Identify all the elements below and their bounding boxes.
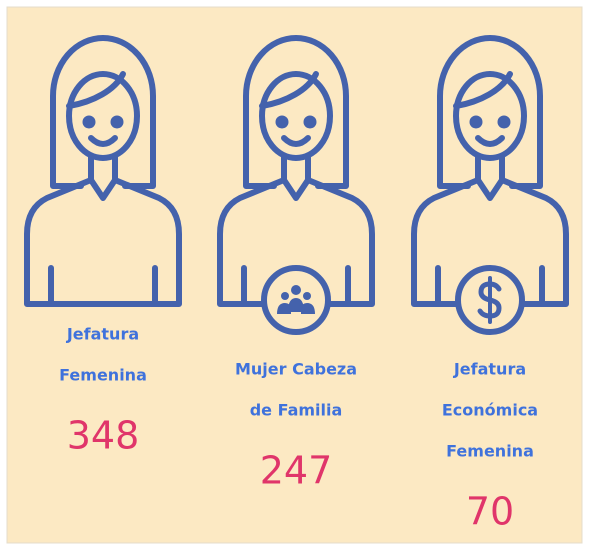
- family-medallion: [261, 265, 331, 335]
- money-medallion: [455, 265, 525, 335]
- item-label: Femenina: [59, 366, 147, 385]
- item-value: 348: [67, 414, 140, 458]
- item-value: 70: [466, 490, 514, 534]
- item-value: 247: [260, 449, 333, 493]
- item-label: Femenina: [446, 442, 534, 461]
- item-label: Económica: [442, 401, 538, 420]
- item-label: Mujer Cabeza: [235, 360, 357, 379]
- item-label: de Familia: [250, 401, 343, 420]
- item-label: Jefatura: [453, 360, 526, 379]
- item-label: Jefatura: [66, 325, 139, 344]
